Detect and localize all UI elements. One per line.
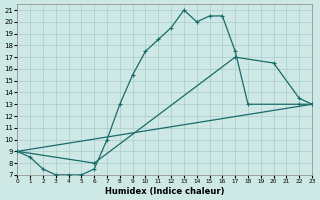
- X-axis label: Humidex (Indice chaleur): Humidex (Indice chaleur): [105, 187, 224, 196]
